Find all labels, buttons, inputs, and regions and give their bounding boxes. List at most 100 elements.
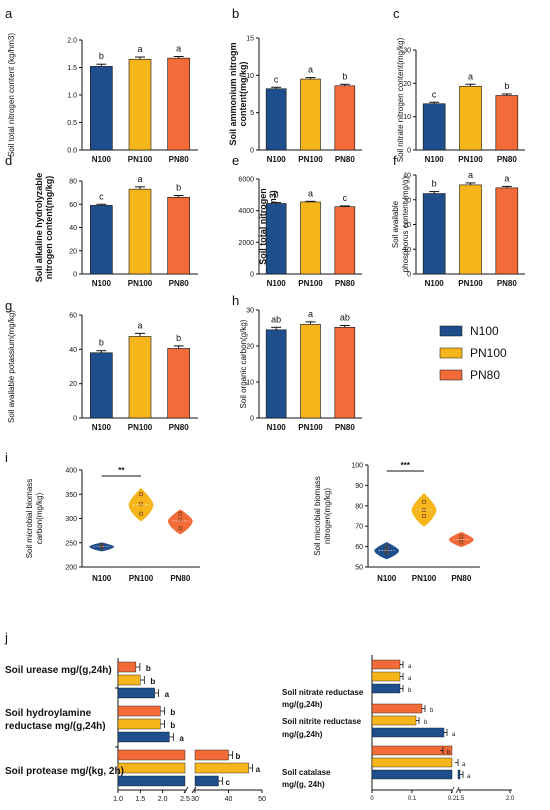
- legend-swatch-pn80: [439, 369, 463, 381]
- panel-c-bar-pn100: [459, 85, 482, 151]
- panel-i-nitrogen-violin-n100: [374, 542, 400, 560]
- panel-i-carbon-point: [139, 502, 143, 506]
- panel-j-right-axis-break: [455, 786, 460, 794]
- panel-i-carbon-point: [139, 511, 143, 516]
- panel-f-sig-letter: b: [432, 179, 437, 189]
- panel-i-nitrogen-ylabel: Soil microbial biomass: [313, 476, 322, 556]
- panel-h-xtick-label: PN80: [335, 423, 356, 432]
- panel-g-ytick-label: 20: [69, 381, 77, 388]
- panel-d-bar-pn80: [167, 196, 190, 275]
- legend-swatch-n100: [439, 325, 463, 337]
- panel-j-left-xtick-label: 1.0: [113, 796, 123, 803]
- panel-i-carbon-ytick-label: 300: [65, 516, 77, 523]
- panel-a-ytick-label: 0.5: [67, 120, 77, 127]
- panel-g-xtick-label: N100: [92, 423, 112, 432]
- panel-j-right-enzyme-label: mg/(g, 24h): [282, 780, 325, 789]
- panel-f-ytick-label: 10: [403, 247, 411, 254]
- panel-c-ytick-label: 10: [403, 114, 411, 121]
- panel-b-ytick-label: 10: [246, 73, 254, 80]
- panel-i-nitrogen-xtick-label: N100: [377, 574, 397, 583]
- panel-j-left-bar-pn80: [117, 705, 161, 717]
- panel-j-right-xtick-label: 0.2: [448, 796, 457, 802]
- panel-d-sig-letter: a: [137, 174, 142, 184]
- panel-i-carbon-ylabel: Soil microbial biomass: [25, 479, 34, 559]
- panel-j-right-bar-pn80: [371, 659, 401, 670]
- panel-g-ytick-label: 0: [73, 416, 77, 423]
- panel-f-bar-pn80: [495, 187, 519, 275]
- panel-j-left-sig-letter: a: [179, 734, 184, 743]
- panel-g-ytick-label: 60: [69, 313, 77, 320]
- panel-a-sig-letter: a: [137, 44, 142, 54]
- panel-g-sig-letter: b: [176, 333, 181, 343]
- panel-j-right-sig-letter: a: [408, 664, 412, 670]
- panel-e-sig-letter: b: [274, 190, 279, 200]
- panel-b-sig-letter: a: [308, 65, 313, 75]
- panel-h-xtick-label: N100: [267, 423, 287, 432]
- panel-f-label: f: [393, 153, 397, 168]
- panel-g-ytick-label: 40: [69, 347, 77, 354]
- panel-f-ytick-label: 20: [403, 222, 411, 229]
- panel-e-sig-letter: a: [308, 188, 313, 198]
- panel-i-nitrogen-point: [384, 544, 389, 549]
- panel-j-left-bar-n100-cont: [194, 775, 219, 787]
- panel-f-bar-n100: [422, 193, 446, 275]
- panel-i-carbon-ytick-label: 400: [65, 468, 77, 475]
- panel-b-label: b: [232, 6, 239, 21]
- panel-j-left-bar-pn100: [117, 674, 141, 686]
- panel-j-right-bar-n100: [371, 727, 445, 738]
- panel-j-right-bar-n100: [371, 769, 453, 780]
- panel-i-nitrogen-xtick-label: PN100: [412, 574, 437, 583]
- panel-i-carbon-point: [178, 517, 183, 522]
- panel-j-right-bar-pn100: [371, 715, 417, 726]
- panel-j-left-xtick-label: 50: [258, 796, 266, 803]
- panel-h-bar-pn80: [334, 326, 356, 419]
- panel-j-right-xtick-label: 1.5: [456, 796, 465, 802]
- panel-e-sig-letter: c: [343, 193, 348, 203]
- panel-j-right-enzyme-label: Soil nitrite reductase: [282, 717, 362, 726]
- panel-j-left-axis-break: [191, 786, 197, 794]
- panel-i-carbon-xtick-label: N100: [92, 574, 112, 583]
- panel-i-nitrogen-xtick-label: PN80: [451, 574, 472, 583]
- panel-a-ytick-label: 0.0: [67, 148, 77, 155]
- panel-i-nitrogen-sig-stars: ***: [401, 461, 411, 470]
- panel-d-label: d: [5, 153, 12, 168]
- panel-a-sig-letter: b: [99, 51, 104, 61]
- panel-i-carbon-violin-pn100: [128, 487, 154, 522]
- panel-e-xtick-label: PN80: [335, 279, 356, 288]
- panel-d-sig-letter: c: [99, 191, 104, 201]
- panel-a-xtick-label: PN80: [169, 155, 190, 164]
- panel-d-bar-n100: [90, 205, 113, 275]
- panel-f-xtick-label: PN100: [458, 279, 483, 288]
- panel-b-bar-pn100: [300, 78, 321, 151]
- panel-b-ylabel: Soil ammonium nitrogm: [228, 42, 238, 145]
- panel-i-carbon-point: [99, 543, 104, 547]
- panel-j-right-bar-pn100: [371, 757, 453, 768]
- panel-j-left-bar-n100: [117, 775, 186, 787]
- panel-b-bar-pn80: [334, 85, 356, 151]
- panel-i-label: i: [5, 450, 8, 465]
- panel-j-left-bar-pn80-cont: [194, 749, 229, 761]
- panel-i-carbon-ytick-label: 350: [65, 492, 77, 499]
- panel-i-carbon-point: [139, 492, 143, 497]
- panel-f-ytick-label: 40: [403, 173, 411, 180]
- panel-j-right-sig-letter: b: [430, 708, 434, 714]
- panel-a-ytick-label: 2.0: [67, 38, 77, 45]
- panel-j-right-bar-pn100: [371, 671, 401, 682]
- panel-h-xtick-label: PN100: [298, 423, 323, 432]
- panel-g-xtick-label: PN100: [128, 423, 153, 432]
- panel-i-carbon-ytick-label: 250: [65, 540, 77, 547]
- panel-j-right-bar-n100-cont: [457, 769, 461, 780]
- panel-b-ytick-label: 0: [250, 148, 254, 155]
- panel-j-right-xtick-label: 0: [370, 796, 374, 802]
- panel-j-left-sig-letter: b: [170, 721, 175, 730]
- panel-i-nitrogen-point: [459, 534, 464, 539]
- panel-i-nitrogen-ytick-label: 90: [355, 483, 363, 490]
- panel-j-right-sig-letter: a: [408, 676, 412, 682]
- panel-i-nitrogen-ylabel: nitrogen(mg/kg): [323, 488, 332, 544]
- panel-c-ylabel: Soil nitrate nitrogen content(mg/kg): [396, 37, 405, 162]
- panel-h-label: h: [232, 293, 239, 308]
- panel-j-right-enzyme-label: mg/(g,24h): [282, 730, 323, 739]
- panel-j-right-sig-letter: a: [452, 732, 456, 738]
- panel-b-bar-n100: [265, 88, 287, 151]
